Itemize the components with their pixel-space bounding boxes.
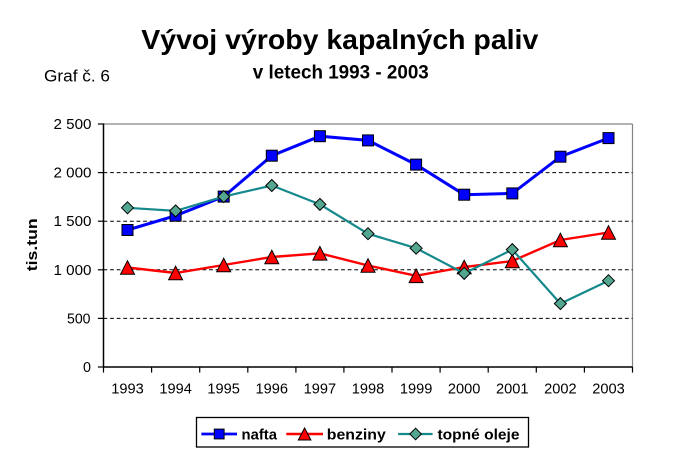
svg-text:nafta: nafta [242,427,278,444]
svg-text:1997: 1997 [304,382,337,398]
svg-text:0: 0 [83,360,91,376]
svg-text:1996: 1996 [256,382,289,398]
svg-text:2 500: 2 500 [54,117,92,133]
svg-text:1 500: 1 500 [54,214,92,230]
svg-text:2002: 2002 [544,382,577,398]
svg-text:2001: 2001 [496,382,529,398]
svg-text:Vývoj výroby kapalných paliv: Vývoj výroby kapalných paliv [141,24,539,55]
svg-text:1994: 1994 [159,382,192,398]
svg-text:2000: 2000 [448,382,481,398]
svg-text:tis.tun: tis.tun [24,218,41,271]
svg-text:1993: 1993 [111,382,144,398]
svg-text:1998: 1998 [352,382,385,398]
svg-text:2 000: 2 000 [54,166,92,182]
svg-text:benziny: benziny [327,427,387,444]
svg-text:topné oleje: topné oleje [438,427,520,444]
svg-text:1 000: 1 000 [54,263,92,279]
svg-text:1995: 1995 [207,382,240,398]
svg-text:Graf č. 6: Graf č. 6 [44,67,110,86]
svg-text:1999: 1999 [400,382,433,398]
svg-text:500: 500 [67,311,91,327]
svg-text:2003: 2003 [592,382,625,398]
svg-text:v letech 1993 - 2003: v letech 1993 - 2003 [253,63,429,84]
